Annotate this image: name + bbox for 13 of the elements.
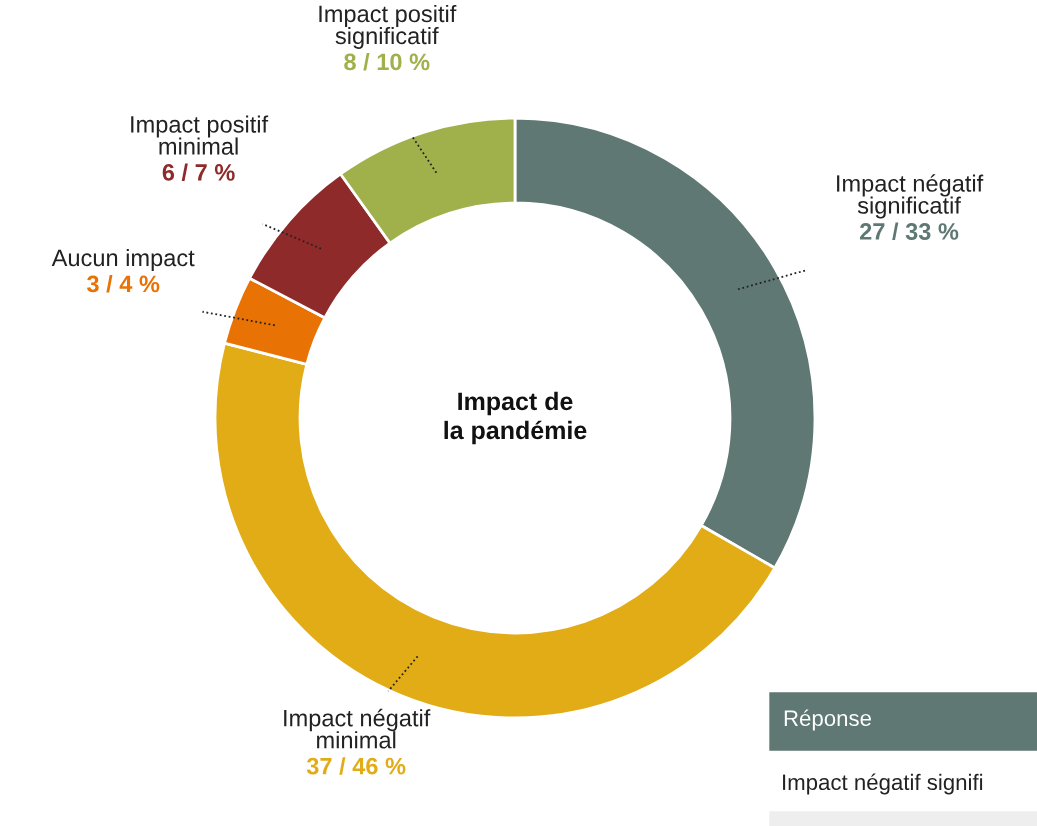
text: Réponse (784, 709, 871, 731)
text: Impact négatif signifi (783, 773, 983, 795)
slice-label: Impact positif minimal (131, 115, 269, 155)
data-label: 8 / 10 % (344, 52, 430, 71)
slice-label: Impact positif significatif (319, 4, 457, 49)
slice-label: Impact négatif significatif (837, 174, 984, 219)
text: Impact de la pandémie (444, 391, 587, 445)
data-label: 3 / 4 % (86, 274, 160, 293)
slice-label: Impact négatif minimal (284, 708, 431, 749)
data-label: 27 / 33 % (859, 222, 959, 241)
slice-label: Aucun impact (51, 248, 195, 271)
data-label: 6 / 7 % (162, 163, 235, 182)
data-label: 37 / 46 % (306, 757, 406, 775)
